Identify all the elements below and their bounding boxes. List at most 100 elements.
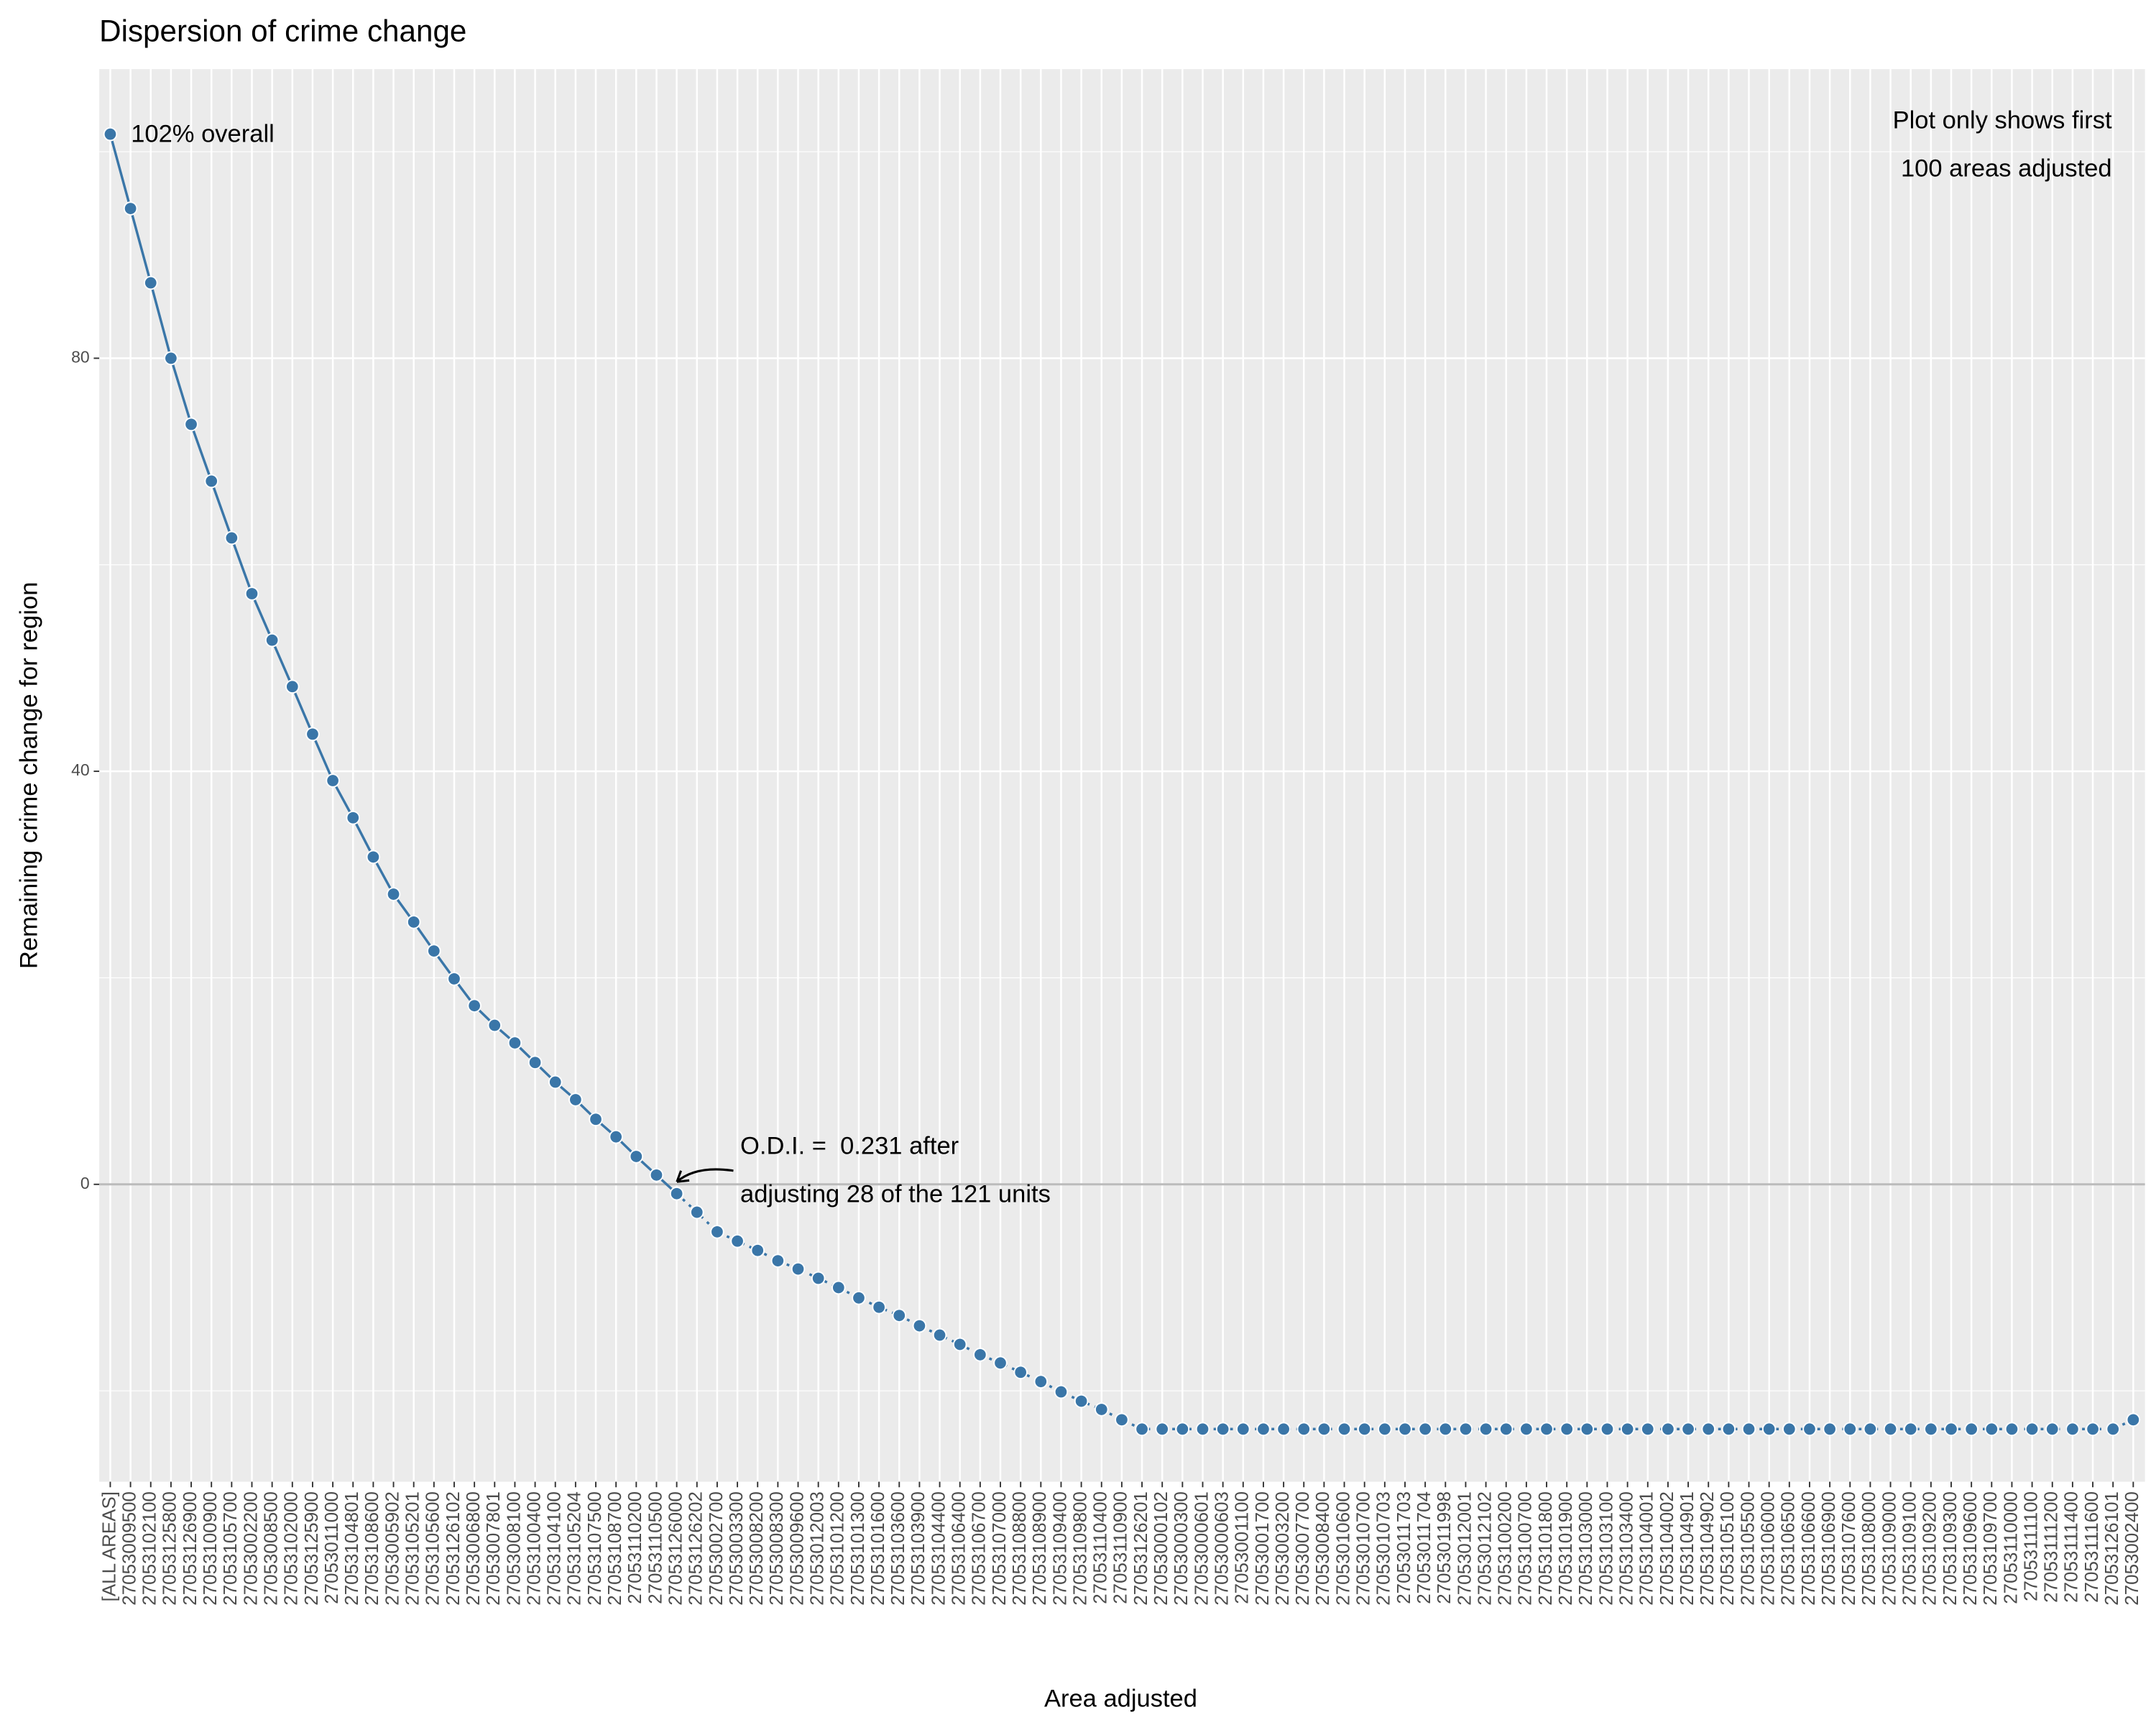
data-point [143, 275, 158, 290]
x-tick-label: 27053109600 [1961, 1491, 1981, 1606]
data-point [831, 1280, 846, 1295]
data-point [1640, 1422, 1655, 1437]
data-point [487, 1018, 502, 1033]
data-point [973, 1348, 987, 1362]
x-tick-label: 27053009600 [787, 1491, 807, 1606]
data-point [305, 727, 320, 742]
x-tick-label: 27053009500 [119, 1491, 139, 1606]
x-tick-label: 27053109800 [1070, 1491, 1090, 1606]
x-tick-label: 27053106000 [1759, 1491, 1779, 1606]
x-tick-label: 27053104801 [342, 1491, 362, 1606]
x-tick-label: 27053111200 [2042, 1491, 2062, 1603]
x-tick-label: 27053106700 [969, 1491, 990, 1606]
y-tick-label: 0 [80, 1174, 90, 1192]
x-tick-label: 27053012102 [1475, 1491, 1495, 1606]
x-tick-label: 27053109100 [1900, 1491, 1920, 1606]
data-point [1438, 1422, 1453, 1437]
x-tick-label: 27053104902 [1697, 1491, 1718, 1606]
y-tick-label: 80 [71, 348, 90, 367]
data-point [1782, 1422, 1797, 1437]
x-tick-label: 27053002700 [706, 1491, 727, 1606]
data-point [184, 417, 198, 432]
data-point [386, 887, 401, 901]
data-point [1276, 1422, 1291, 1437]
x-tick-label: 27053011998 [1434, 1491, 1455, 1604]
data-point [1418, 1422, 1432, 1437]
data-point [1721, 1422, 1736, 1437]
data-point [1296, 1422, 1312, 1437]
data-point [1478, 1422, 1493, 1437]
x-tick-label: 27053102000 [282, 1491, 302, 1606]
x-tick-label: 27053101900 [1556, 1491, 1576, 1606]
data-point [1074, 1394, 1089, 1409]
data-point [589, 1112, 603, 1127]
data-point [2024, 1422, 2040, 1437]
x-tick-label: 27053005902 [382, 1491, 402, 1606]
x-tick-label: 27053126201 [1131, 1491, 1151, 1606]
x-tick-label: 27053100200 [1496, 1491, 1516, 1606]
x-tick-label: 27053105204 [565, 1491, 585, 1606]
data-point [244, 586, 259, 601]
data-point [1823, 1422, 1837, 1437]
data-point [2065, 1422, 2080, 1437]
data-point [2086, 1422, 2100, 1437]
x-tick-label: 27053008400 [1313, 1491, 1333, 1606]
data-point [1215, 1422, 1230, 1437]
data-point [548, 1075, 563, 1090]
data-point [326, 773, 340, 788]
data-point [689, 1205, 704, 1220]
data-point [1539, 1422, 1554, 1437]
data-point [629, 1149, 644, 1164]
x-tick-label: 27053006800 [464, 1491, 484, 1606]
data-point [770, 1254, 786, 1268]
x-tick-label: 27053010703 [1374, 1491, 1394, 1606]
x-tick-label: 27053106400 [949, 1491, 969, 1606]
x-tick-label: 27053126102 [443, 1491, 464, 1606]
x-tick-label: 27053105201 [403, 1491, 423, 1606]
data-point [649, 1168, 664, 1182]
x-tick-label: 27053107600 [1839, 1491, 1859, 1606]
data-point [1135, 1422, 1149, 1437]
x-tick-label: 27053111600 [2082, 1491, 2102, 1603]
x-tick-label: 27053000601 [1192, 1491, 1212, 1606]
data-point [1115, 1412, 1129, 1427]
data-point [791, 1261, 806, 1276]
x-tick-label: 27053000102 [1151, 1491, 1171, 1606]
data-point [912, 1318, 927, 1333]
annotation: 100 areas adjusted [1901, 155, 2112, 183]
data-point [750, 1243, 765, 1258]
data-point [346, 810, 361, 825]
grid [93, 69, 2145, 1488]
x-tick-label: 27053109400 [1050, 1491, 1070, 1606]
x-axis-title: Area adjusted [1044, 1685, 1197, 1712]
x-tick-label: 27053109200 [1920, 1491, 1940, 1606]
data-point [1600, 1422, 1615, 1437]
data-point [1620, 1422, 1635, 1437]
x-tick-label: 27053101600 [868, 1491, 888, 1606]
x-tick-label: 27053126202 [686, 1491, 706, 1606]
x-tick-label: [ALL AREAS] [99, 1491, 119, 1601]
data-point [264, 632, 280, 648]
data-point [1802, 1422, 1817, 1437]
x-tick-label: 27053104100 [545, 1491, 565, 1606]
x-tick-label: 27053100900 [201, 1491, 221, 1606]
x-tick-label: 27053108700 [605, 1491, 625, 1606]
x-tick-label: 27053111400 [2062, 1491, 2082, 1603]
data-point [1498, 1422, 1514, 1437]
x-tick-label: 27053103900 [908, 1491, 929, 1606]
data-point [1155, 1422, 1169, 1437]
data-point [1944, 1422, 1958, 1437]
annotation-arrow [676, 1168, 734, 1183]
x-tick-label: 27053106900 [1819, 1491, 1839, 1606]
data-point [1357, 1422, 1372, 1437]
data-point [1924, 1422, 1938, 1437]
x-tick-label: 27053111100 [2021, 1491, 2041, 1601]
x-tick-label: 27053110400 [1091, 1491, 1111, 1604]
data-point [204, 474, 218, 489]
x-tick-label: 27053108000 [1859, 1491, 1879, 1606]
x-tick-label: 27053001700 [1253, 1491, 1273, 1606]
data-point [164, 351, 178, 366]
x-tick-label: 27053103000 [1576, 1491, 1596, 1606]
x-tick-label: 27053110900 [1111, 1491, 1131, 1604]
data-point [568, 1092, 583, 1107]
